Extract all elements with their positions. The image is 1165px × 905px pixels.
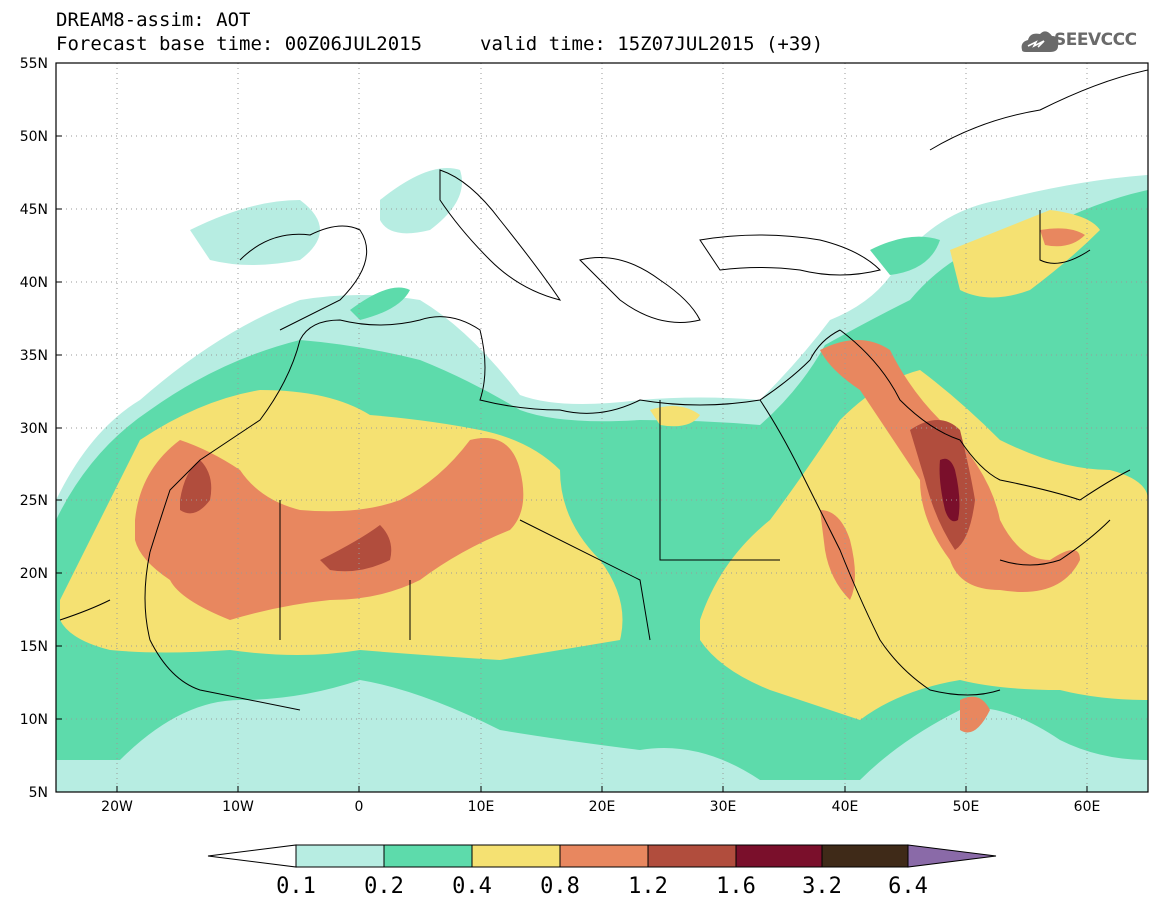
- colorbar-label: 0.8: [540, 874, 580, 899]
- colorbar-swatch-0.1: [295, 844, 385, 868]
- lat-tick-label: 20N: [20, 566, 48, 582]
- lat-tick-label: 25N: [20, 493, 48, 509]
- colorbar-label: 0.1: [276, 874, 316, 899]
- axis-ticks: [56, 135, 1088, 792]
- valid-time: valid time: 15Z07JUL2015 (+39): [480, 33, 824, 55]
- lat-tick-label: 35N: [20, 348, 48, 364]
- graticule: [56, 63, 1148, 792]
- lon-tick-label: 10E: [468, 799, 495, 815]
- colorbar-swatch-0.8: [559, 844, 649, 868]
- lon-tick-label: 60E: [1074, 799, 1101, 815]
- coastlines-and-borders: [59, 69, 1148, 711]
- lat-tick-label: 40N: [20, 275, 48, 291]
- lon-tick-label: 0: [355, 799, 364, 815]
- colorbar-label: 0.4: [452, 874, 492, 899]
- colorbar-label: 0.2: [364, 874, 404, 899]
- lon-tick-label: 20W: [101, 799, 133, 815]
- colorbar-swatch-1.2: [647, 844, 737, 868]
- colorbar-label: 1.6: [716, 874, 756, 899]
- colorbar-label: 6.4: [888, 874, 928, 899]
- lat-tick-labels: 55N 50N 45N 40N 35N 30N 25N 20N 15N 10N …: [20, 56, 48, 801]
- colorbar-label: 1.2: [628, 874, 668, 899]
- aot-band-1.6: [939, 458, 960, 522]
- lon-tick-labels: 20W 10W 0 10E 20E 30E 40E 50E 60E: [101, 799, 1100, 815]
- colorbar-swatch-3.2: [821, 844, 909, 868]
- colorbar-swatch-0.4: [471, 844, 561, 868]
- lon-tick-label: 30E: [710, 799, 737, 815]
- lat-tick-label: 45N: [20, 202, 48, 218]
- lon-tick-label: 50E: [953, 799, 980, 815]
- lat-tick-label: 5N: [29, 785, 48, 801]
- lat-tick-label: 55N: [20, 56, 48, 72]
- lon-tick-label: 10W: [222, 799, 254, 815]
- colorbar-swatch-1.6: [735, 844, 823, 868]
- lat-tick-label: 50N: [20, 129, 48, 145]
- lat-tick-label: 10N: [20, 712, 48, 728]
- colorbar-under-arrow: [207, 844, 297, 868]
- seevccc-logo-text: SEEVCCC: [1054, 30, 1137, 50]
- seevccc-cloud-logo-icon: [1021, 31, 1059, 52]
- colorbar: 0.1 0.2 0.4 0.8 1.2 1.6 3.2 6.4: [207, 844, 997, 899]
- colorbar-label: 3.2: [802, 874, 842, 899]
- map-title: DREAM8-assim: AOT: [56, 9, 251, 31]
- colorbar-swatch-0.2: [383, 844, 473, 868]
- colorbar-over-arrow: [907, 844, 997, 868]
- lat-tick-label: 30N: [20, 421, 48, 437]
- lat-tick-label: 15N: [20, 639, 48, 655]
- aot-fields: [56, 63, 1148, 792]
- lon-tick-label: 40E: [832, 799, 859, 815]
- lon-tick-label: 20E: [589, 799, 616, 815]
- forecast-base-time: Forecast base time: 00Z06JUL2015: [56, 33, 423, 55]
